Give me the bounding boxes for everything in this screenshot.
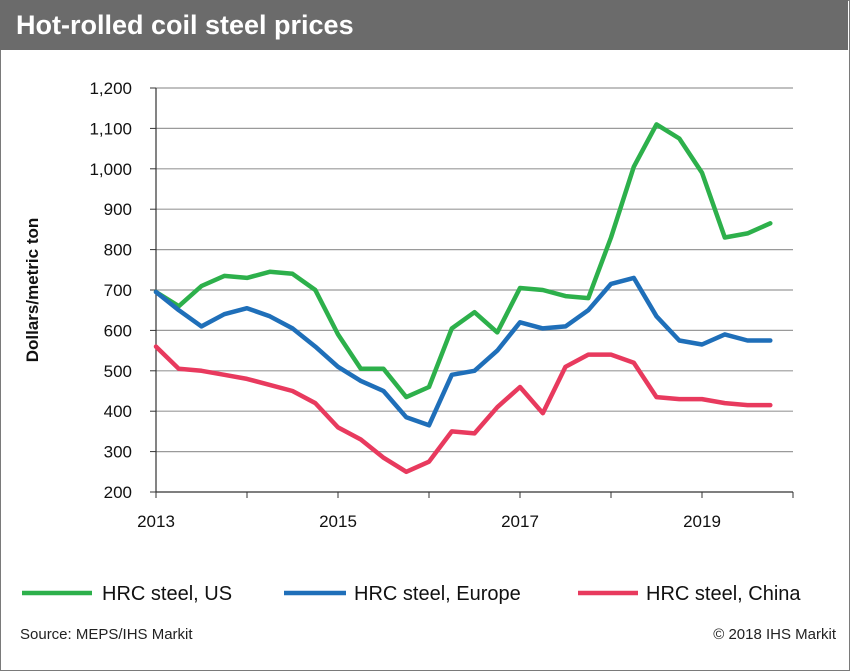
series-line-china: [153, 344, 773, 475]
legend-label: HRC steel, Europe: [354, 583, 521, 605]
legend: HRC steel, US HRC steel, Europe HRC steel,…: [22, 583, 801, 605]
y-tick-label: 800: [104, 241, 132, 260]
x-tick-label: 2017: [501, 512, 539, 531]
x-tick-label: 2013: [137, 512, 175, 531]
y-tick-label: 300: [104, 443, 132, 462]
y-tick-label: 600: [104, 321, 132, 340]
chart-svg: 2003004005006007008009001,0001,1001,200 …: [22, 79, 801, 605]
y-tick-label: 400: [104, 402, 132, 421]
series-line-europe: [153, 275, 773, 428]
source-note: Source: MEPS/IHS Markit: [20, 626, 193, 643]
chart-title: Hot-rolled coil steel prices: [0, 0, 848, 50]
series-lines: [153, 122, 773, 475]
x-tick-labels: 2013 2015 2017 2019: [137, 512, 721, 531]
x-tick-label: 2015: [319, 512, 357, 531]
y-tick-label: 700: [104, 281, 132, 300]
y-tick-label: 1,100: [89, 119, 132, 138]
axes: [150, 87, 794, 498]
gridlines: [156, 87, 793, 453]
y-tick-labels: 200 300 400 500 600 700 800 900 1,000 1,100 1,200: [89, 79, 132, 502]
y-axis-label: Dollars/metric ton: [23, 218, 42, 363]
series-line-us: [153, 122, 773, 400]
legend-label: HRC steel, US: [102, 583, 232, 605]
x-tick-label: 2019: [683, 512, 721, 531]
y-tick-label: 900: [104, 200, 132, 219]
y-tick-label: 1,200: [89, 79, 132, 98]
y-tick-label: 500: [104, 362, 132, 381]
legend-label: HRC steel, China: [646, 583, 801, 605]
y-tick-label: 1,000: [89, 160, 132, 179]
y-tick-label: 200: [104, 483, 132, 502]
copyright-note: © 2018 IHS Markit: [713, 626, 836, 643]
